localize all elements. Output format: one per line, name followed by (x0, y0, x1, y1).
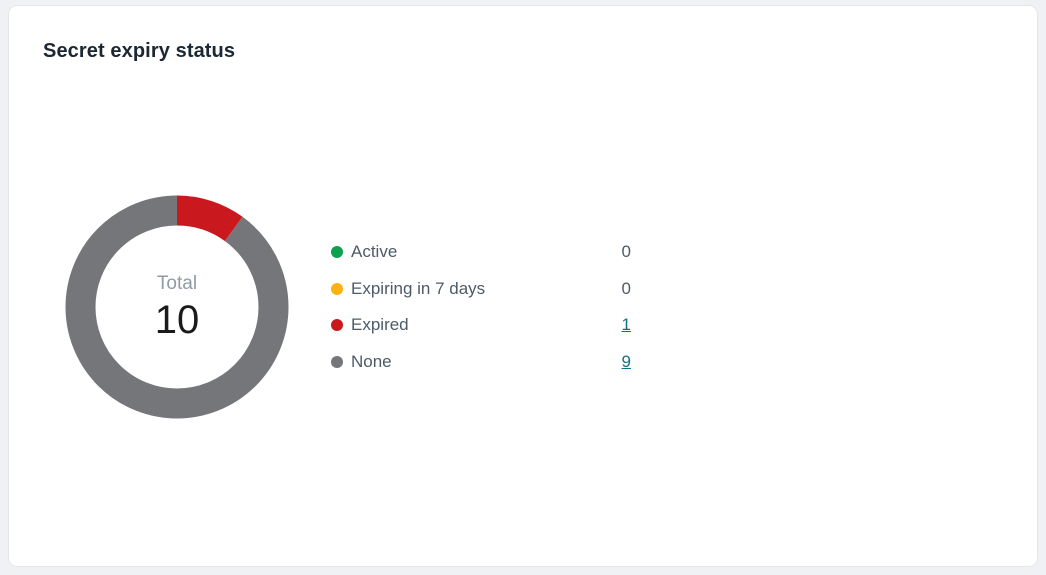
donut-svg (65, 195, 289, 419)
legend-value-expiring-7-days: 0 (621, 278, 631, 298)
legend-row-none: None 9 (331, 344, 631, 381)
expired-dot-icon (331, 319, 343, 332)
secret-expiry-status-card: Secret expiry status Total 10 Active 0 E… (8, 5, 1038, 567)
card-title: Secret expiry status (43, 40, 236, 62)
expiring-dot-icon (331, 282, 343, 295)
donut-chart: Total 10 (65, 195, 289, 419)
legend-row-expiring-7-days: Expiring in 7 days 0 (331, 271, 631, 308)
legend-label-none: None (351, 351, 392, 371)
legend-label-expired: Expired (351, 315, 409, 335)
legend-label-expiring-7-days: Expiring in 7 days (351, 278, 486, 298)
legend-label-active: Active (351, 242, 398, 262)
legend: Active 0 Expiring in 7 days 0 Expired 1 … (331, 234, 631, 380)
active-dot-icon (331, 246, 343, 259)
legend-value-active: 0 (621, 242, 631, 262)
donut-segment-none (65, 195, 289, 419)
legend-row-active: Active 0 (331, 234, 631, 271)
legend-row-expired: Expired 1 (331, 307, 631, 344)
none-dot-icon (331, 355, 343, 368)
legend-value-expired-link[interactable]: 1 (621, 315, 631, 335)
legend-value-none-link[interactable]: 9 (621, 351, 631, 371)
